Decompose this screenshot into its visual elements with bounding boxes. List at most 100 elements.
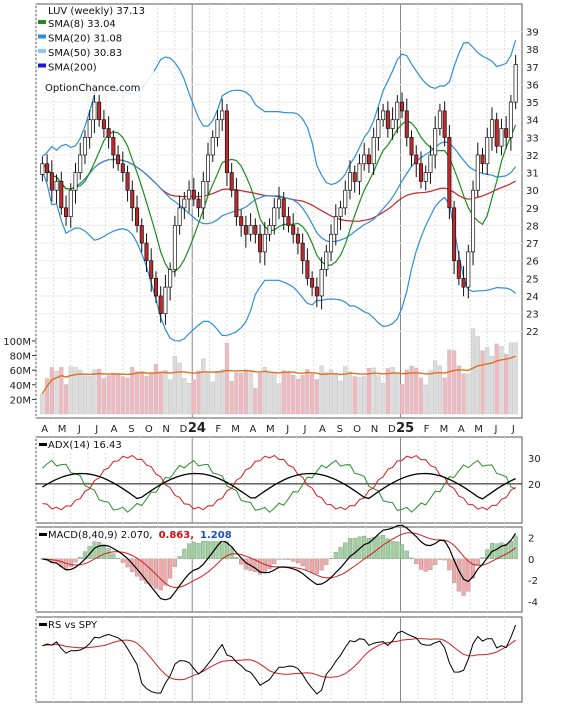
macd-label: MACD(8,40,9) 2.070, 0.863, 1.208 [48,530,232,541]
candle-body [404,110,409,138]
candle-body [414,154,419,165]
price-tick-label: 26 [526,257,539,268]
adx-tick-label: 20 [528,480,541,491]
x-tick-label: 24 [188,421,206,436]
macd-histogram-bar [267,558,272,570]
candle-body [64,207,69,217]
volume-bar [78,369,83,415]
x-tick-label: J [94,424,98,435]
macd-axis: 2 0 -2 -4 [528,534,538,609]
macd-histogram-bar [305,558,310,570]
rs-line [42,624,517,695]
volume-bar [257,373,263,415]
volume-bar [239,372,244,415]
macd-histogram-bar [433,558,438,565]
macd-histogram-bar [139,558,144,581]
macd-histogram-bar [390,541,395,560]
macd-histogram-bar [409,557,414,560]
candle-body [442,110,447,138]
volume-bar [300,375,305,415]
candle-body [158,295,163,314]
candle-body [224,110,229,173]
candle-body [314,286,319,297]
volume-bar [101,378,106,415]
volume-bar [390,367,395,415]
volume-bar [452,350,457,415]
volume-bar [191,379,196,415]
x-tick-label: O [145,424,153,435]
volume-bar [480,350,485,415]
volume-bar [470,328,476,415]
x-tick-label: M [266,424,275,435]
adx-tick-label: 30 [528,454,541,465]
volume-bar [177,362,182,415]
macd-histogram-bar [499,542,504,560]
macd-histogram-bar [201,540,206,560]
price-tick-label: 28 [526,221,539,232]
adx-label-swatch [39,443,47,446]
candle-body [177,207,182,226]
macd-tick-label: 0 [528,555,534,566]
macd-histogram-bar [485,549,490,560]
volume-bar [291,374,296,415]
candle-body [447,137,452,209]
macd-histogram-bar [191,542,196,560]
candle-body [423,172,428,182]
candle-body [54,181,59,191]
macd-histogram-bar [381,535,386,560]
macd-histogram-bar [168,558,173,579]
x-tick-label: J [303,424,307,435]
candle-body [45,163,50,173]
macd-histogram-bar [470,558,476,579]
macd-histogram-bar [87,546,92,560]
x-tick-label: S [128,424,134,435]
volume-bar [371,367,376,415]
candle-body [106,128,111,138]
price-tick-label: 22 [526,327,539,338]
macd-tick-label: -4 [528,597,538,608]
macd-histogram-bar [172,558,177,567]
candle-body [40,163,45,175]
volume-bar [433,360,438,415]
macd-histogram-bar [447,558,452,571]
legend-swatch [38,49,46,53]
candle-body [338,207,343,217]
volume-bar [305,369,310,415]
x-tick-label: A [319,424,326,435]
adx-label: ADX(14) 16.43 [48,440,122,451]
volume-bar [139,371,144,415]
candle-body [343,189,348,209]
macd-histogram-bar [423,558,428,572]
macd-histogram-bar [513,535,518,560]
macd-histogram-bar [78,556,83,560]
volume-bar [210,381,215,415]
volume-bar [461,373,466,415]
macd-histogram-bar [101,544,106,560]
volume-bar [144,376,149,415]
volume-bar [381,382,386,415]
price-tick-label: 23 [526,310,539,321]
macd-histogram-bar [163,558,168,586]
volume-bar [286,371,291,415]
macd-histogram-bar [480,557,485,560]
volume-bar [352,376,357,415]
price-tick-label: 31 [526,169,539,180]
candle-body [499,128,504,147]
minus-di-line [42,454,516,511]
volume-bar [456,365,461,415]
x-tick-label: 25 [396,421,414,436]
volume-bar [49,367,54,415]
candle-body [229,172,234,191]
candle-body [466,251,471,288]
macd-histogram-bar [262,558,267,573]
candle-body [480,154,485,165]
volume-bar [201,358,206,415]
volume-bar [168,379,173,415]
macd-histogram-bar [291,558,296,562]
rs-label-swatch [39,623,47,626]
volume-bar [385,368,390,415]
price-tick-label: 36 [526,80,539,91]
macd-histogram-bar [385,538,390,560]
macd-histogram-bar [177,556,182,560]
